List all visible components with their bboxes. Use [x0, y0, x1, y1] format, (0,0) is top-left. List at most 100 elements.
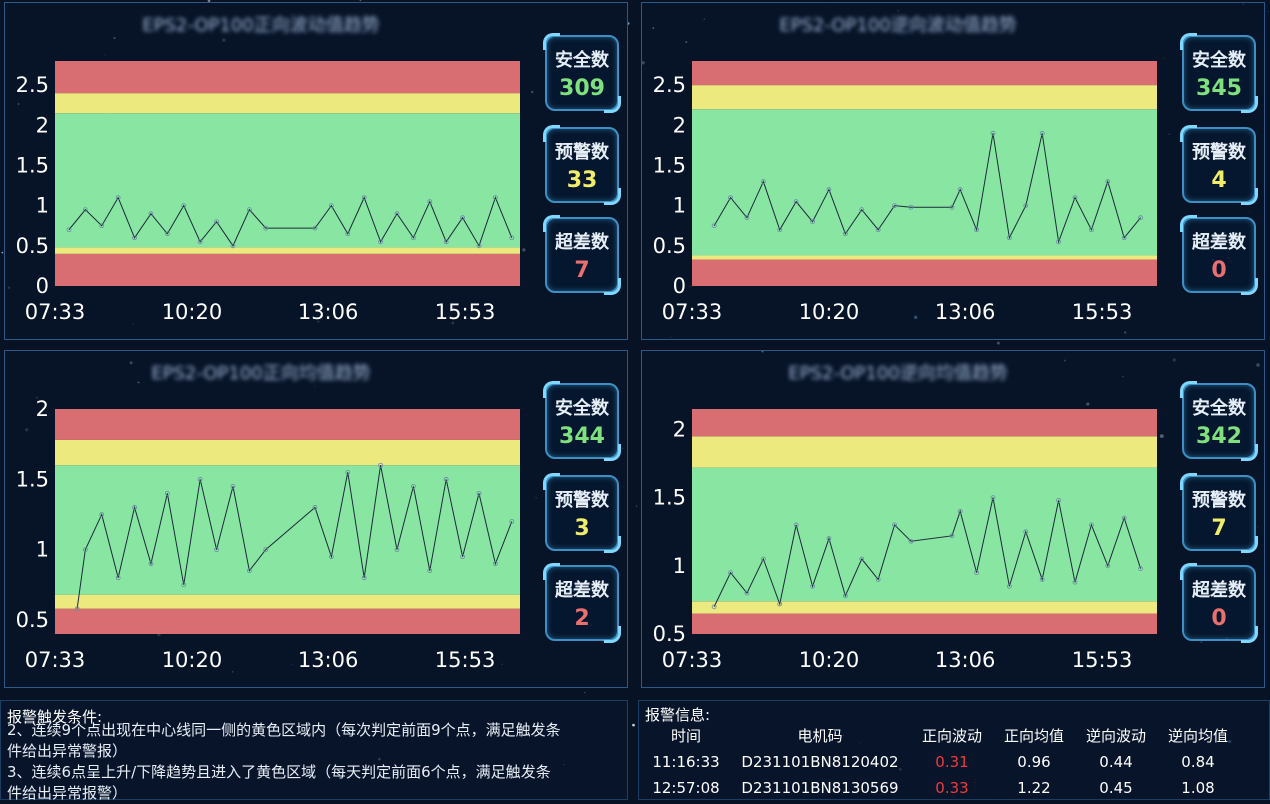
data-point — [892, 522, 897, 528]
data-point — [132, 505, 137, 510]
y-tick-label: 1 — [36, 538, 49, 562]
series-line — [76, 465, 513, 609]
data-point — [492, 561, 498, 567]
safe-count-value: 309 — [559, 76, 605, 101]
data-point — [214, 219, 219, 225]
condition-line: 件给出异常警报） — [7, 742, 128, 760]
x-tick-label: 13:06 — [935, 300, 996, 324]
data-point — [394, 547, 400, 553]
data-point — [744, 590, 750, 596]
chart-panel-reverse-fluctuation: EPS2-OP100逆向波动值趋势 0 0.5 1 1.5 2 2.5 07:33 10:20… — [641, 2, 1265, 340]
safe-count-label: 安全数 — [1192, 398, 1246, 419]
data-point — [246, 568, 252, 574]
safe-count-value: 344 — [559, 424, 605, 449]
data-point — [974, 570, 979, 576]
data-point — [345, 469, 351, 475]
data-point — [132, 235, 137, 241]
star — [1, 251, 4, 254]
warning-count-label: 预警数 — [1192, 490, 1246, 511]
data-point — [728, 570, 733, 576]
data-point — [197, 239, 203, 245]
y-tick-label: 0.5 — [653, 234, 686, 258]
reverse-mean-value: 0.84 — [1181, 752, 1215, 771]
star — [636, 505, 638, 507]
alarm-info-panel: 报警信息: 时间 电机码 正向波动 正向均值 逆向波动 逆向均值 11:16:3… — [638, 700, 1270, 800]
alarm-table-header: 时间 电机码 正向波动 正向均值 逆向波动 逆向均值 — [643, 723, 1239, 749]
data-point — [115, 195, 121, 201]
data-point — [1056, 239, 1061, 245]
table-row[interactable]: 12:57:08 D231101BN8130569 0.33 1.22 0.45… — [643, 775, 1239, 801]
warn-band — [692, 436, 1157, 468]
reverse-mean-value: 1.08 — [1181, 778, 1215, 797]
data-point — [460, 554, 465, 560]
data-point — [826, 187, 832, 192]
over-limit-count-label: 超差数 — [555, 580, 609, 601]
data-point — [826, 536, 832, 541]
condition-line: 件给出异常报警） — [7, 784, 128, 802]
data-point — [378, 462, 383, 468]
data-point — [1105, 179, 1111, 184]
trend-chart: 0 0.5 1 1.5 2 2.5 07:33 10:20 13:06 15:53 — [16, 61, 520, 324]
safe-count-box: 安全数 309 — [543, 33, 621, 113]
data-point — [476, 490, 482, 496]
data-point — [197, 476, 203, 482]
data-point — [214, 547, 219, 553]
x-tick-label: 13:06 — [935, 648, 996, 672]
y-tick-label: 1.5 — [653, 486, 686, 510]
y-tick-label: 1 — [36, 194, 49, 218]
warn-band — [692, 255, 1157, 260]
data-point — [263, 225, 269, 231]
forward-fluctuation-value: 0.31 — [935, 752, 969, 771]
data-point — [949, 204, 955, 210]
table-row[interactable]: 11:16:33 D231101BN8120402 0.31 0.96 0.44… — [643, 749, 1239, 775]
safe-count-box: 安全数 342 — [1180, 381, 1258, 461]
y-tick-label: 1.5 — [16, 153, 49, 177]
y-tick-label: 1 — [673, 194, 686, 218]
chart-panel-forward-fluctuation: EPS2-OP100正向波动值趋势 0 0.5 1 1.5 2 2.5 07:33 10:20… — [4, 2, 628, 340]
warning-count-box: 预警数 4 — [1180, 125, 1258, 205]
x-tick-label: 13:06 — [298, 300, 359, 324]
over-band — [55, 61, 520, 94]
warning-count-label: 预警数 — [555, 142, 609, 163]
data-point — [181, 582, 187, 588]
warning-count-value: 7 — [1211, 516, 1227, 541]
reverse-fluctuation-value: 0.45 — [1099, 778, 1133, 797]
y-tick-label: 2 — [673, 417, 686, 441]
chart-title: EPS2-OP100逆向均值趋势 — [788, 363, 1008, 384]
data-point — [1039, 577, 1045, 582]
trend-chart: 0 0.5 1 1.5 2 2.5 07:33 10:20 13:06 15:53 — [653, 61, 1157, 324]
warning-count-label: 预警数 — [1192, 142, 1246, 163]
data-point — [181, 203, 187, 209]
data-point — [908, 538, 914, 544]
x-tick-label: 07:33 — [25, 648, 86, 672]
series-line — [713, 497, 1142, 607]
data-point — [460, 215, 465, 221]
safe-band — [55, 465, 520, 595]
data-point — [760, 179, 766, 184]
over-limit-count-value: 2 — [574, 606, 590, 631]
data-point — [312, 505, 318, 510]
warning-count-value: 33 — [566, 168, 598, 193]
series-line — [68, 196, 513, 248]
x-tick-label: 15:53 — [435, 300, 496, 324]
safe-count-label: 安全数 — [1192, 50, 1246, 71]
y-tick-label: 0 — [36, 274, 49, 298]
data-point — [1023, 203, 1029, 209]
warn-band — [692, 85, 1157, 110]
data-point — [82, 547, 88, 553]
data-point — [74, 606, 80, 612]
x-tick-label: 13:06 — [298, 648, 359, 672]
safe-count-label: 安全数 — [555, 50, 609, 71]
data-point — [957, 508, 963, 514]
star — [1267, 10, 1269, 12]
over-limit-count-box: 超差数 7 — [543, 215, 621, 295]
over-band — [55, 608, 520, 634]
data-point — [410, 483, 416, 489]
column-header: 逆向均值 — [1167, 726, 1228, 745]
data-point — [1138, 215, 1143, 221]
x-tick-label: 07:33 — [662, 300, 723, 324]
chart-panel-forward-mean: EPS2-OP100正向均值趋势 0.5 1 1.5 2 07:33 10:20 13:06… — [4, 350, 628, 688]
data-point — [777, 227, 783, 233]
data-point — [1121, 515, 1127, 521]
column-header: 逆向波动 — [1085, 726, 1146, 745]
